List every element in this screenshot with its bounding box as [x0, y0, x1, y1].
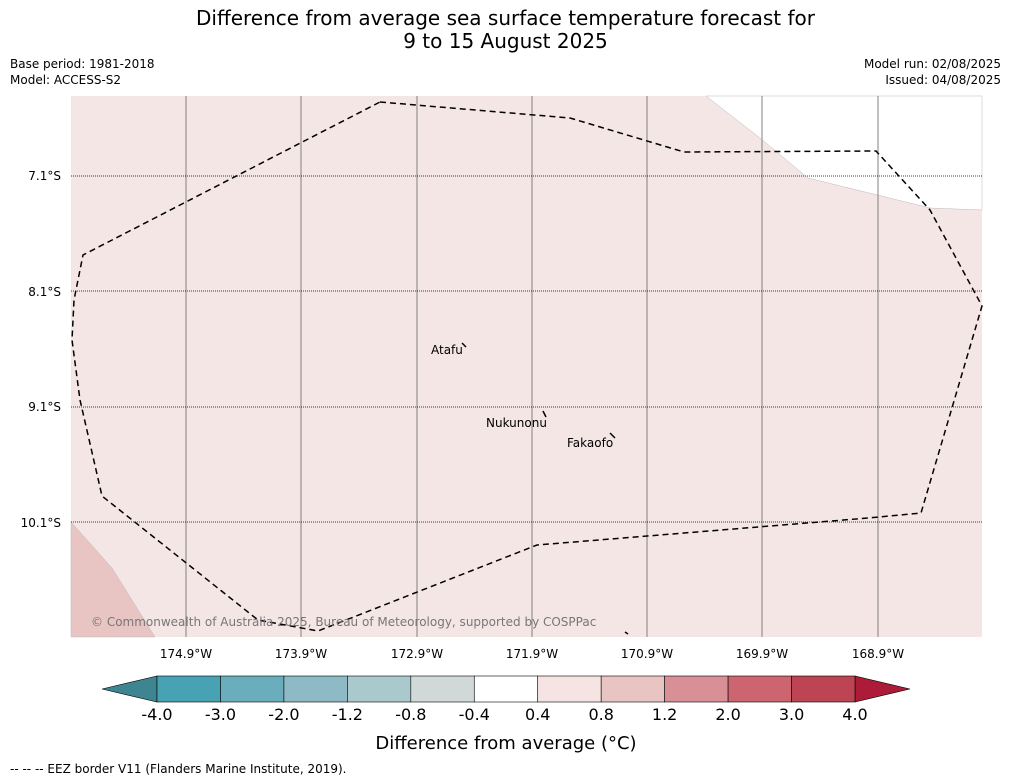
warm-anomaly-region — [70, 521, 156, 638]
lat-label: 7.1°S — [28, 169, 61, 183]
lon-label: 171.9°W — [506, 647, 558, 661]
colorbar-segment — [410, 675, 475, 703]
near-average-region — [705, 95, 983, 211]
colorbar-tick-label: 0.4 — [525, 705, 550, 724]
base-period-text: Base period: 1981-2018 — [10, 57, 155, 71]
copyright-notice: © Commonwealth of Australia 2025, Bureau… — [91, 615, 596, 629]
sst-anomaly-background — [71, 96, 982, 637]
lon-label: 173.9°W — [275, 647, 327, 661]
map-title-line-2: 9 to 15 August 2025 — [403, 29, 608, 53]
colorbar-extend-low — [101, 675, 158, 703]
colorbar-ticks: -4.0 -3.0 -2.0 -1.2 -0.8 -0.4 0.4 0.8 1.2 2.0 3.0 4… — [141, 705, 867, 724]
colorbar-extend-high — [854, 675, 911, 703]
lon-label: 172.9°W — [391, 647, 443, 661]
colorbar-segment — [664, 675, 729, 703]
lon-label: 174.9°W — [160, 647, 212, 661]
colorbar-segment — [347, 675, 412, 703]
meridian-lines — [185, 96, 879, 637]
model-run-text: Model run: 02/08/2025 — [863, 57, 1001, 71]
colorbar-segment — [473, 675, 539, 703]
colorbar-segment — [283, 675, 348, 703]
lon-label: 168.9°W — [852, 647, 904, 661]
model-text: Model: ACCESS-S2 — [10, 73, 122, 87]
colorbar-tick-label: -0.4 — [459, 705, 490, 724]
eez-source-note: -- -- -- EEZ border V11 (Flanders Marine… — [10, 762, 347, 776]
longitude-labels: 174.9°W 173.9°W 172.9°W 171.9°W 170.9°W … — [160, 647, 904, 661]
islet-shape — [624, 631, 629, 635]
eez-boundary — [71, 101, 983, 632]
lon-label: 170.9°W — [621, 647, 673, 661]
colorbar-label: Difference from average (°C) — [375, 733, 636, 754]
place-label-fakaofo: Fakaofo — [567, 436, 613, 450]
meta-right: Model run: 02/08/2025 Issued: 04/08/2025 — [864, 56, 1001, 88]
place-label-atafu: Atafu — [431, 343, 463, 357]
colorbar-tick-label: 1.2 — [652, 705, 677, 724]
map-title-line-1: Difference from average sea surface temp… — [195, 6, 815, 30]
meta-left: Base period: 1981-2018 Model: ACCESS-S2 — [10, 56, 155, 88]
colorbar-tick-label: -4.0 — [141, 705, 172, 724]
fakaofo-island-shape — [609, 432, 616, 439]
colorbar-segment — [156, 675, 221, 703]
colorbar-segment — [600, 675, 665, 703]
colorbar-tick-label: 3.0 — [779, 705, 804, 724]
lat-label: 8.1°S — [28, 285, 61, 299]
colorbar-segment — [727, 675, 792, 703]
place-label-nukunonu: Nukunonu — [486, 416, 547, 430]
colorbar-tick-label: -2.0 — [268, 705, 299, 724]
nukunonu-island-shape — [542, 410, 547, 418]
colorbar-tick-label: 0.8 — [588, 705, 613, 724]
colorbar-tick-label: -0.8 — [395, 705, 426, 724]
colorbar-segment — [537, 675, 602, 703]
colorbar-segment — [220, 675, 285, 703]
lon-label: 169.9°W — [736, 647, 788, 661]
colorbar: -4.0 -3.0 -2.0 -1.2 -0.8 -0.4 0.4 0.8 1.2 2.0 3.0 4… — [101, 675, 911, 754]
colorbar-segment — [791, 675, 856, 703]
issued-text: Issued: 04/08/2025 — [885, 73, 1001, 87]
colorbar-segments — [156, 675, 856, 703]
colorbar-tick-label: 4.0 — [842, 705, 867, 724]
colorbar-tick-label: -1.2 — [332, 705, 363, 724]
latitude-labels: 7.1°S 8.1°S 9.1°S 10.1°S — [21, 169, 61, 530]
lat-label: 9.1°S — [28, 400, 61, 414]
map-panel: Atafu Nukunonu Fakaofo © Commonwealth of… — [70, 95, 983, 638]
colorbar-tick-label: 2.0 — [715, 705, 740, 724]
lat-label: 10.1°S — [21, 516, 61, 530]
atafu-island-shape — [461, 342, 467, 348]
colorbar-tick-label: -3.0 — [205, 705, 236, 724]
